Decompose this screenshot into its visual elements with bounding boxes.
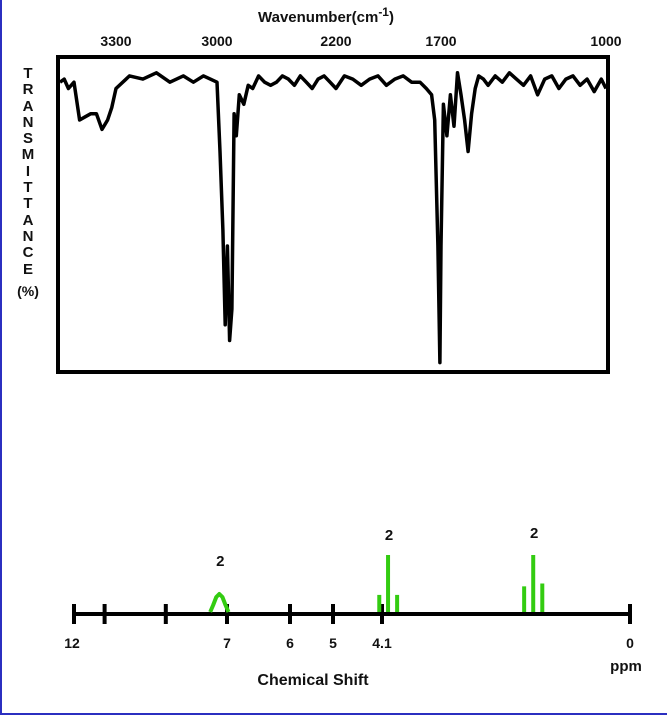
nmr-unit: ppm (610, 658, 642, 675)
nmr-tick-label: 5 (329, 635, 337, 651)
nmr-tick-labels: 12 7 6 5 4.1 0 (64, 635, 634, 651)
ir-ylabel-letter: S (22, 130, 33, 148)
nmr-tick-label: 6 (286, 635, 294, 651)
ir-tick-label: 1000 (590, 33, 621, 49)
nmr-peaks (208, 555, 545, 613)
nmr-tick-label: 4.1 (372, 635, 392, 651)
ir-ylabel-letter: C (22, 244, 34, 262)
ir-ylabel-letter: T (23, 179, 33, 197)
ir-ylabel-letter: A (22, 97, 34, 115)
ir-ylabel-unit: (%) (17, 282, 39, 299)
nmr-peak-hump (208, 592, 231, 613)
ir-ylabel-letter: T (23, 195, 33, 213)
nmr-peak-integration-label: 2 (385, 527, 393, 544)
ir-ylabel-letter: N (22, 227, 34, 245)
ir-tick-labels: 3300 3000 2200 1700 1000 (100, 33, 621, 49)
ir-tick-label: 3300 (100, 33, 131, 49)
ir-title-sup: -1 (378, 5, 389, 19)
ir-ylabel-letter: A (22, 211, 34, 229)
ir-spectrum-chart: Wavenumber(cm-1) 3300 3000 2200 1700 1000 (56, 5, 622, 374)
nmr-peak-integration-label: 2 (216, 553, 224, 570)
ir-ylabel-letter: I (25, 162, 31, 180)
nmr-xlabel: Chemical Shift (257, 672, 369, 689)
ir-transmittance-line (58, 71, 608, 365)
nmr-tick-label: 0 (626, 635, 634, 651)
ir-ylabel-letter: R (22, 81, 34, 99)
ir-ylabel-letter: N (22, 113, 34, 131)
ir-plot-frame (56, 55, 610, 374)
ir-ylabel-letter: M (21, 146, 35, 164)
ir-ylabel-letter: E (22, 260, 33, 278)
ir-tick-label: 3000 (201, 33, 232, 49)
nmr-peak-labels: 2 2 2 (216, 525, 538, 570)
ir-tick-label: 2200 (320, 33, 351, 49)
nmr-spectrum-chart: 12 7 6 5 4.1 0 2 2 2 Chemical Shift ppm (64, 525, 642, 689)
nmr-tick-label: 7 (223, 635, 231, 651)
nmr-tick-label: 12 (64, 635, 80, 651)
ir-title: Wavenumber(cm-1) (258, 5, 394, 26)
nmr-peak-integration-label: 2 (530, 525, 538, 542)
ir-tick-label: 1700 (425, 33, 456, 49)
nmr-ticks (72, 604, 632, 624)
ir-ylabel-letter: T (23, 65, 33, 82)
